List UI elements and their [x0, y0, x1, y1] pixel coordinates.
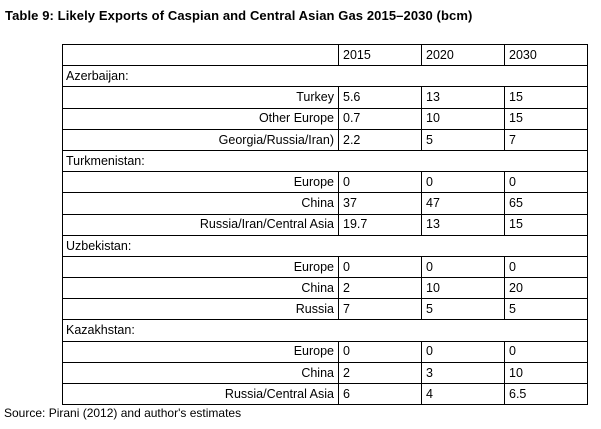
value-cell: 3: [421, 361, 505, 385]
table-row: China 2 3 10: [62, 361, 588, 385]
value-cell: 4: [421, 382, 505, 406]
group-label: Uzbekistan:: [62, 234, 588, 257]
value-cell: 0: [421, 255, 505, 279]
value-cell: 5: [504, 298, 588, 321]
row-label: Georgia/Russia/Iran): [62, 128, 339, 151]
value-cell: 37: [338, 192, 422, 215]
value-cell: 20: [504, 277, 588, 300]
table-row: Georgia/Russia/Iran) 2.2 5 7: [62, 128, 588, 151]
group-label: Kazakhstan:: [62, 319, 588, 342]
table-row: Russia/Iran/Central Asia 19.7 13 15: [62, 213, 588, 236]
group-label: Azerbaijan:: [62, 65, 588, 88]
table-row: Turkey 5.6 13 15: [62, 86, 588, 109]
table-row: China 2 10 20: [62, 277, 588, 300]
value-cell: 0: [338, 340, 422, 363]
header-row: 2015 2020 2030: [62, 43, 588, 67]
header-corner-cell: [62, 43, 339, 67]
value-cell: 7: [504, 128, 588, 151]
row-label: China: [62, 277, 339, 300]
value-cell: 6: [338, 382, 422, 406]
table-row: China 37 47 65: [62, 192, 588, 215]
value-cell: 10: [421, 107, 505, 130]
value-cell: 0: [421, 171, 505, 194]
row-label: Russia/Iran/Central Asia: [62, 213, 339, 236]
table-row: Europe 0 0 0: [62, 340, 588, 363]
value-cell: 7: [338, 298, 422, 321]
value-cell: 0.7: [338, 107, 422, 130]
group-row: Uzbekistan:: [62, 234, 588, 257]
row-label: Europe: [62, 255, 339, 279]
table-row: Russia/Central Asia 6 4 6.5: [62, 382, 588, 406]
group-row: Azerbaijan:: [62, 65, 588, 88]
table-row: Europe 0 0 0: [62, 255, 588, 279]
value-cell: 10: [421, 277, 505, 300]
value-cell: 13: [421, 86, 505, 109]
year-header-2015: 2015: [338, 43, 422, 67]
value-cell: 0: [338, 255, 422, 279]
table-row: Other Europe 0.7 10 15: [62, 107, 588, 130]
value-cell: 0: [504, 171, 588, 194]
table-row: Europe 0 0 0: [62, 171, 588, 194]
table-row: Russia 7 5 5: [62, 298, 588, 321]
value-cell: 0: [338, 171, 422, 194]
value-cell: 13: [421, 213, 505, 236]
value-cell: 2.2: [338, 128, 422, 151]
year-header-2030: 2030: [504, 43, 588, 67]
source-note: Source: Pirani (2012) and author's estim…: [4, 406, 242, 420]
row-label: China: [62, 361, 339, 385]
group-label: Turkmenistan:: [62, 149, 588, 173]
table-container: 2015 2020 2030 Azerbaijan: Turkey 5.6 13 15 O…: [62, 43, 588, 406]
table-body: 2015 2020 2030 Azerbaijan: Turkey 5.6 13 15 O…: [62, 43, 588, 406]
row-label: China: [62, 192, 339, 215]
row-label: Other Europe: [62, 107, 339, 130]
value-cell: 5: [421, 298, 505, 321]
year-header-2020: 2020: [421, 43, 505, 67]
value-cell: 10: [504, 361, 588, 385]
group-row: Turkmenistan:: [62, 149, 588, 173]
row-label: Russia: [62, 298, 339, 321]
value-cell: 0: [421, 340, 505, 363]
row-label: Europe: [62, 340, 339, 363]
value-cell: 6.5: [504, 382, 588, 406]
value-cell: 15: [504, 86, 588, 109]
value-cell: 0: [504, 340, 588, 363]
exports-table: 2015 2020 2030 Azerbaijan: Turkey 5.6 13 15 O…: [62, 43, 588, 406]
table-title: Table 9: Likely Exports of Caspian and C…: [5, 8, 473, 23]
value-cell: 15: [504, 107, 588, 130]
group-row: Kazakhstan:: [62, 319, 588, 342]
value-cell: 47: [421, 192, 505, 215]
value-cell: 19.7: [338, 213, 422, 236]
value-cell: 2: [338, 361, 422, 385]
value-cell: 0: [504, 255, 588, 279]
value-cell: 2: [338, 277, 422, 300]
value-cell: 5.6: [338, 86, 422, 109]
value-cell: 65: [504, 192, 588, 215]
row-label: Russia/Central Asia: [62, 382, 339, 406]
row-label: Turkey: [62, 86, 339, 109]
row-label: Europe: [62, 171, 339, 194]
value-cell: 15: [504, 213, 588, 236]
value-cell: 5: [421, 128, 505, 151]
